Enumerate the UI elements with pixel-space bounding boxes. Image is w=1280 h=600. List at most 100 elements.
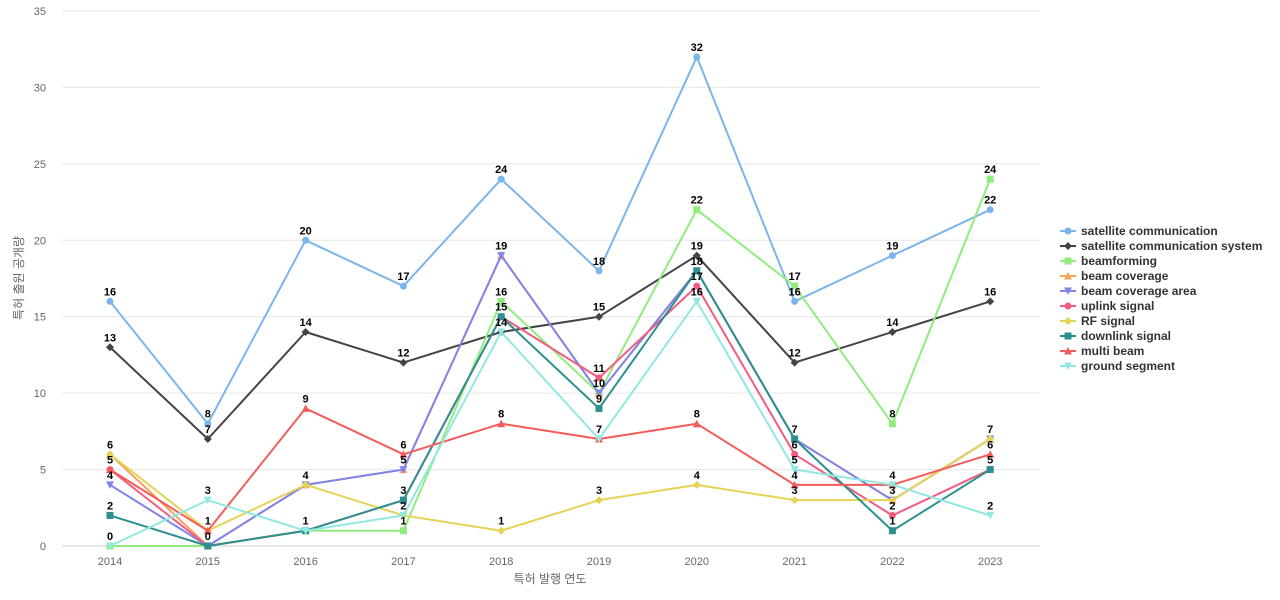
data-label: 22 <box>691 195 703 207</box>
legend-item[interactable]: multi beam <box>1060 344 1144 358</box>
data-point <box>790 480 799 489</box>
data-label: 14 <box>495 317 508 329</box>
data-label: 13 <box>104 332 116 344</box>
series-line <box>109 55 991 425</box>
data-label: 8 <box>889 409 895 421</box>
data-point <box>497 419 506 428</box>
x-tick-label: 2021 <box>782 556 806 568</box>
data-label: 6 <box>107 439 113 451</box>
data-label: 6 <box>987 439 993 451</box>
legend-label: downlink signal <box>1081 329 1171 343</box>
data-point <box>595 267 603 275</box>
data-label: 8 <box>498 409 504 421</box>
data-point <box>595 435 603 443</box>
data-point <box>106 542 114 550</box>
data-point <box>986 206 994 214</box>
legend-item[interactable]: satellite communication <box>1060 224 1218 238</box>
data-point <box>693 282 701 290</box>
series-downlink-signal <box>106 267 994 550</box>
y-tick-label: 0 <box>40 541 46 553</box>
legend-item[interactable]: beam coverage <box>1060 269 1169 283</box>
legend-label: beam coverage <box>1081 269 1169 283</box>
data-point <box>497 313 505 321</box>
data-label: 1 <box>889 516 895 528</box>
data-point <box>301 527 310 535</box>
data-point <box>986 297 995 306</box>
x-tick-label: 2022 <box>880 556 904 568</box>
data-label: 8 <box>205 409 211 421</box>
legend-label: ground segment <box>1081 359 1175 373</box>
data-label: 17 <box>788 271 800 283</box>
data-point <box>888 252 896 260</box>
data-label: 12 <box>788 348 800 360</box>
data-point <box>692 297 701 306</box>
legend-marker <box>1064 242 1072 250</box>
data-label: 3 <box>596 485 602 497</box>
data-label: 5 <box>400 455 406 467</box>
data-point <box>888 328 897 336</box>
x-tick-label: 2019 <box>587 556 611 568</box>
data-point <box>497 252 506 260</box>
legend-item[interactable]: beamforming <box>1060 254 1157 268</box>
series-satellite-communication <box>106 53 994 428</box>
data-label: 1 <box>400 516 406 528</box>
legend-item[interactable]: uplink signal <box>1060 299 1154 313</box>
data-point <box>693 267 701 275</box>
data-label: 4 <box>107 470 114 482</box>
data-label: 17 <box>397 271 409 283</box>
data-point <box>791 450 799 458</box>
data-point <box>301 328 310 336</box>
data-point <box>888 420 896 428</box>
data-point <box>399 466 408 474</box>
data-label: 18 <box>691 256 703 268</box>
x-tick-label: 2020 <box>685 556 709 568</box>
series-beam-coverage-area <box>106 252 995 550</box>
data-point <box>595 312 603 321</box>
data-label: 16 <box>495 286 507 298</box>
data-point <box>203 435 212 443</box>
data-point <box>791 297 799 305</box>
legend-item[interactable]: RF signal <box>1060 314 1135 328</box>
data-label: 14 <box>886 317 899 329</box>
series-line <box>109 300 991 547</box>
data-label: 19 <box>691 241 703 253</box>
y-tick-label: 15 <box>34 312 46 324</box>
data-label: 3 <box>205 485 211 497</box>
data-label: 16 <box>788 286 800 298</box>
data-point <box>204 420 212 428</box>
data-label: 12 <box>397 348 409 360</box>
data-label: 7 <box>596 424 602 436</box>
legend-label: RF signal <box>1081 314 1135 328</box>
data-point <box>986 175 994 183</box>
data-label: 2 <box>987 500 993 512</box>
legend-marker <box>1064 317 1072 325</box>
data-label: 9 <box>596 393 602 405</box>
data-point <box>693 53 701 61</box>
legend-label: satellite communication system <box>1081 239 1262 253</box>
data-point <box>595 404 603 412</box>
data-label: 20 <box>299 225 311 237</box>
data-label: 1 <box>303 516 309 528</box>
data-point <box>791 282 799 290</box>
data-point <box>595 496 603 505</box>
data-label: 19 <box>495 241 507 253</box>
legend-item[interactable]: satellite communication system <box>1060 239 1262 253</box>
data-point <box>301 480 310 489</box>
data-point <box>790 358 799 367</box>
data-label: 3 <box>889 485 895 497</box>
data-point <box>106 450 114 459</box>
legend-item[interactable]: downlink signal <box>1060 329 1171 343</box>
data-point <box>692 419 701 428</box>
y-tick-label: 20 <box>34 235 46 247</box>
data-label: 4 <box>889 470 896 482</box>
legend-item[interactable]: ground segment <box>1060 359 1175 373</box>
data-point <box>791 435 799 443</box>
legend-item[interactable]: beam coverage area <box>1060 284 1197 298</box>
x-axis-title: 특허 발행 연도 <box>514 571 587 586</box>
y-tick-label: 10 <box>34 388 46 400</box>
x-tick-label: 2015 <box>196 556 220 568</box>
legend-label: beam coverage area <box>1081 284 1197 298</box>
